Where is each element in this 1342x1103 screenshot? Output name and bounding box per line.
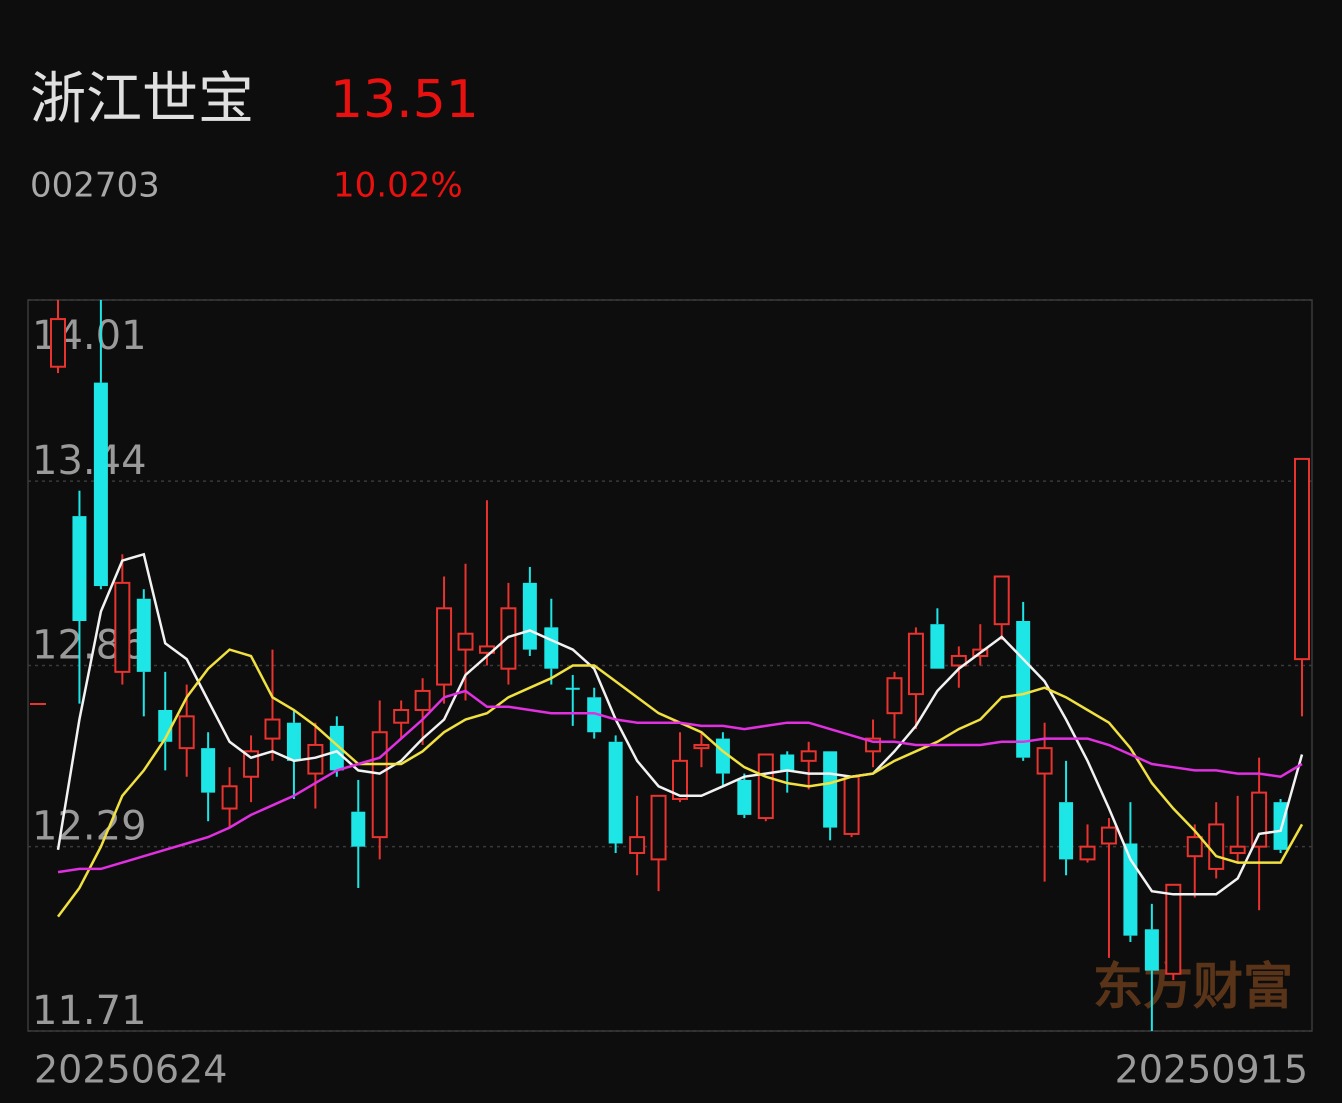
candle-body — [522, 582, 537, 650]
candle-body — [672, 759, 688, 800]
candle-body — [72, 516, 87, 622]
candle-body — [737, 779, 752, 815]
candle-body — [393, 708, 410, 724]
candle-body — [1059, 802, 1074, 860]
y-tick-label: 12.29 — [32, 804, 147, 850]
watermark: 东方财富 — [1093, 958, 1293, 1016]
candle-body — [1036, 747, 1053, 775]
candle-body — [930, 624, 945, 669]
candle-body — [178, 715, 195, 750]
moving-average-line — [56, 552, 1304, 896]
y-tick-label: 14.01 — [32, 313, 147, 359]
candle-body — [1100, 826, 1117, 845]
candle-body — [1229, 845, 1246, 855]
candle-body — [286, 722, 301, 761]
candle-body — [1294, 457, 1310, 661]
candle-body — [457, 632, 474, 651]
candle-body — [565, 687, 580, 690]
candle-body — [436, 607, 453, 686]
stock-code: 002703 — [30, 166, 160, 206]
candle-body — [823, 751, 838, 828]
candle-body — [371, 731, 388, 839]
candle-body — [950, 654, 967, 667]
candle-body — [114, 581, 131, 673]
candle-body — [587, 697, 602, 733]
price-change: 10.02% — [333, 166, 463, 206]
candle-body — [650, 794, 667, 861]
candle-body — [351, 811, 366, 847]
candle-body — [1165, 883, 1182, 975]
candle-body — [1079, 845, 1096, 861]
candle-body — [843, 775, 860, 835]
candle-body — [50, 318, 66, 368]
candle-body — [1016, 621, 1031, 758]
candle-body — [886, 677, 903, 715]
candle-body — [907, 632, 924, 696]
y-tick-label: 11.71 — [32, 988, 147, 1034]
x-tick-label: 20250624 — [34, 1048, 227, 1092]
candle-body — [221, 785, 238, 810]
candle-body — [780, 754, 795, 771]
candle-body — [201, 748, 216, 793]
stock-price: 13.51 — [330, 70, 479, 130]
x-tick-label: 20250915 — [1115, 1048, 1308, 1092]
candle-body — [1208, 823, 1225, 870]
candle-body — [608, 741, 623, 844]
candle-body — [629, 836, 646, 855]
candle-body — [414, 689, 431, 711]
candle-body — [136, 598, 151, 672]
candle-body — [993, 575, 1010, 626]
candle-body — [757, 753, 774, 820]
stock-name: 浙江世宝 — [30, 67, 254, 132]
candle-body — [329, 725, 344, 771]
moving-average-line — [57, 689, 1303, 874]
candle-body — [264, 718, 281, 740]
candle-body — [93, 382, 108, 587]
candle-body — [544, 627, 559, 669]
candle-body — [693, 743, 710, 750]
y-tick-label: 13.44 — [32, 438, 147, 484]
candle-body — [1144, 929, 1159, 971]
candle-body — [1186, 836, 1203, 858]
candle-body — [1251, 791, 1268, 848]
candle-body — [800, 750, 817, 762]
